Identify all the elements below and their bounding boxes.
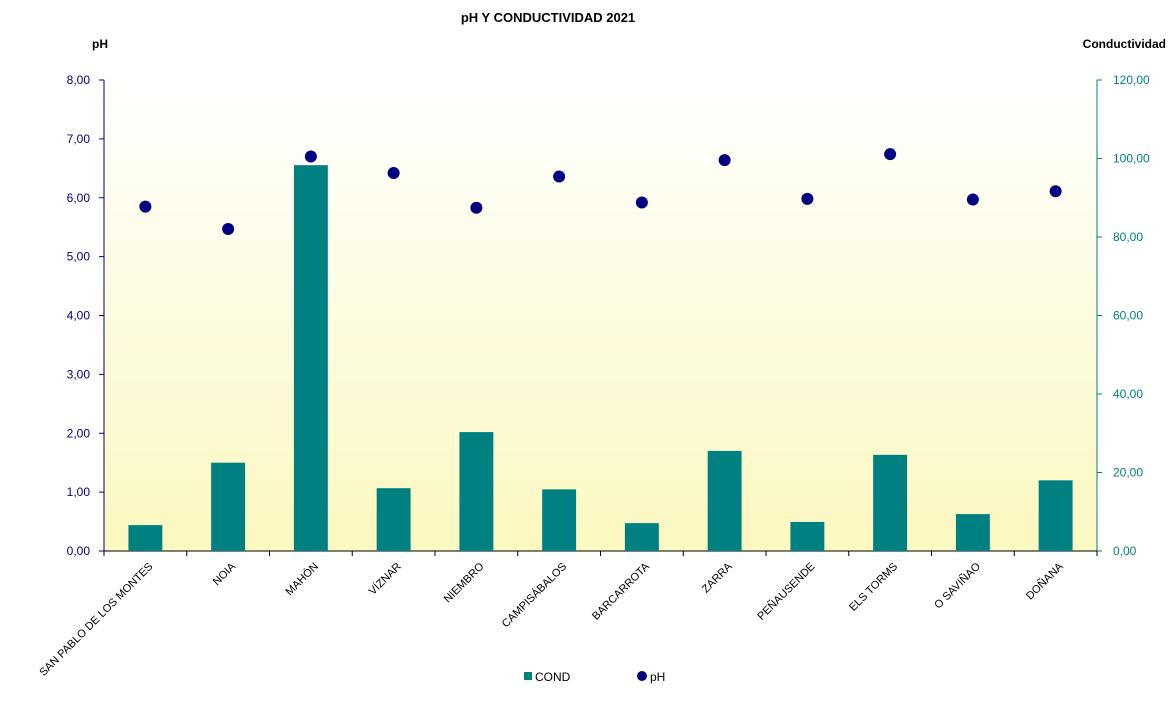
chart-title: pH Y CONDUCTIVIDAD 2021	[461, 10, 635, 25]
bar-cond	[955, 514, 990, 551]
point-ph	[222, 222, 235, 235]
y-left-tick-label: 4,00	[67, 309, 91, 323]
point-ph	[635, 196, 648, 209]
point-ph	[801, 192, 814, 205]
category-label: O SAVIÑAO	[932, 560, 984, 612]
point-ph	[1049, 185, 1062, 198]
axes: 0,00 1,00 2,00 3,00 4,00 5,00 6,00 7,00 8,00 0,00…	[67, 73, 1150, 558]
category-label: VÍZNAR	[366, 560, 404, 598]
y-right-tick-label: 20,00	[1113, 466, 1143, 480]
category-label: NOIA	[211, 560, 239, 588]
point-ph	[139, 200, 152, 213]
y-right-tick-label: 120,00	[1113, 73, 1150, 87]
y-left-tick-label: 7,00	[67, 132, 91, 146]
bar-cond	[707, 450, 742, 551]
point-ph	[470, 201, 483, 214]
category-label: PEÑAUSENDE	[755, 560, 818, 623]
y-right-tick-label: 60,00	[1113, 309, 1143, 323]
bar-cond	[542, 489, 577, 551]
legend-swatch-cond	[524, 672, 532, 680]
bar-cond	[1038, 480, 1073, 551]
y-right-tick-label: 80,00	[1113, 230, 1143, 244]
bar-cond	[459, 432, 494, 551]
category-label: CAMPISÁBALOS	[499, 560, 569, 630]
y-left-tick-label: 2,00	[67, 426, 91, 440]
y-left-tick-label: 6,00	[67, 191, 91, 205]
legend-label-cond: COND	[535, 670, 571, 684]
category-labels: SAN PABLO DE LOS MONTES NOIA MAHÓN VÍZNAR NI…	[37, 559, 1066, 678]
legend-label-ph: pH	[650, 670, 665, 684]
bar-cond	[790, 521, 825, 551]
y-axis-left-title: pH	[92, 37, 108, 51]
bar-series-cond	[128, 165, 1073, 552]
point-series-ph	[139, 148, 1062, 235]
y-left-tick-label: 5,00	[67, 250, 91, 264]
category-label: ZARRA	[700, 560, 735, 595]
bar-cond	[128, 525, 163, 551]
legend: COND pH	[524, 670, 665, 684]
bar-cond	[211, 462, 246, 551]
category-label: SAN PABLO DE LOS MONTES	[37, 561, 155, 679]
point-ph	[718, 154, 731, 167]
bar-cond	[376, 488, 411, 551]
bar-cond	[873, 454, 908, 551]
category-label: DOÑANA	[1023, 559, 1066, 602]
category-label: BARCARROTA	[590, 560, 652, 622]
y-left-tick-label: 0,00	[67, 544, 91, 558]
y-left-tick-label: 3,00	[67, 367, 91, 381]
point-ph	[884, 148, 897, 161]
bar-cond	[293, 165, 328, 552]
bar-cond	[624, 523, 659, 551]
category-label: MAHÓN	[283, 560, 321, 598]
y-right-tick-label: 0,00	[1113, 544, 1137, 558]
y-right-tick-label: 100,00	[1113, 152, 1150, 166]
category-label: ELS TORMS	[847, 561, 900, 614]
point-ph	[304, 150, 317, 163]
point-ph	[553, 170, 566, 183]
point-ph	[387, 167, 400, 180]
y-left-tick-label: 8,00	[67, 73, 91, 87]
y-axis-right-title: Conductividad	[1083, 37, 1166, 51]
y-right-tick-label: 40,00	[1113, 387, 1143, 401]
y-left-tick-label: 1,00	[67, 485, 91, 499]
point-ph	[966, 193, 979, 206]
category-label: NIEMBRO	[442, 560, 487, 605]
legend-swatch-ph	[637, 671, 647, 681]
plot-area	[104, 80, 1097, 551]
